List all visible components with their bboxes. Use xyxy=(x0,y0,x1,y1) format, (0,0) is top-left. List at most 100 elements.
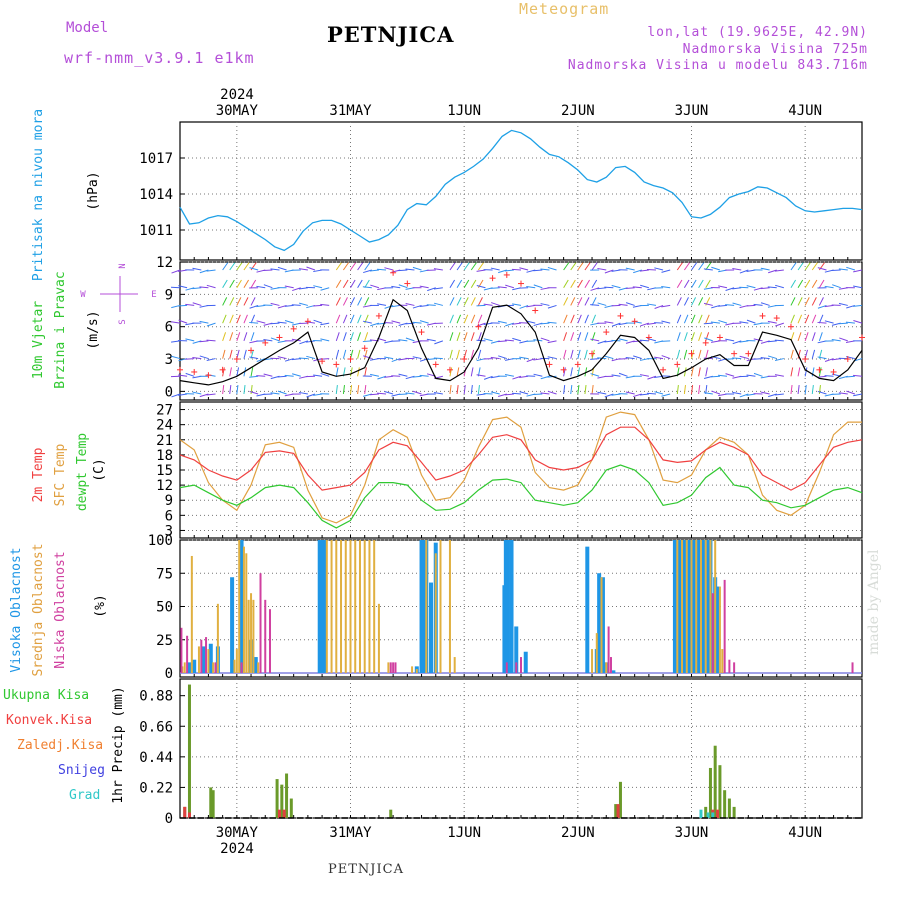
day-label-bottom: 2JUN xyxy=(561,825,595,841)
wind-arrow xyxy=(199,286,209,289)
precip-bar-total xyxy=(275,779,279,818)
wind-arrow xyxy=(839,337,848,342)
wind-arrow xyxy=(320,338,330,342)
cloud-units-label: (%) xyxy=(93,594,108,617)
precip-bar-total xyxy=(732,806,736,818)
wind-arrow xyxy=(647,303,657,306)
wind-arrow xyxy=(760,287,770,290)
precip-bar-total xyxy=(280,784,284,818)
wind-arrow xyxy=(625,302,635,306)
wind-arrow xyxy=(577,332,582,342)
wind-arrow xyxy=(236,279,242,288)
wind-arrow xyxy=(774,339,784,342)
wind-arrow xyxy=(250,367,254,377)
wind-arrow xyxy=(512,322,522,325)
day-label-top: 2JUN xyxy=(561,103,595,119)
wind-arrow xyxy=(683,385,686,395)
wind-arrow xyxy=(364,297,370,306)
cloud-bar-mid xyxy=(325,540,328,674)
wind-arrow xyxy=(760,267,770,271)
cloud-bar-high xyxy=(600,577,605,674)
wind-arrow xyxy=(604,321,614,324)
wind-arrow xyxy=(683,297,689,306)
wind-arrow xyxy=(364,279,370,288)
wind-arrow xyxy=(342,279,349,288)
cloud-bar-mid xyxy=(245,553,248,674)
cloud-bar-low xyxy=(723,579,726,674)
wind-arrow xyxy=(178,319,188,324)
wind-arrow xyxy=(370,322,380,327)
wind-arrow xyxy=(384,322,394,324)
wind-arrow xyxy=(370,284,380,289)
y-tick-label: 0 xyxy=(165,666,173,682)
cloud-low-label: Niska Oblacnost xyxy=(53,551,68,668)
wind-arrow xyxy=(364,385,367,395)
wind-arrow xyxy=(377,268,387,271)
wind-arrow xyxy=(243,297,249,306)
y-tick-label: 6 xyxy=(165,320,173,336)
wind-arrow xyxy=(497,286,507,289)
y-tick-label: 3 xyxy=(165,523,173,539)
wind-arrow xyxy=(698,332,703,342)
wind-arrow xyxy=(426,358,436,361)
sfc-temp-line xyxy=(179,411,862,524)
wind-arrow xyxy=(790,262,797,271)
wind-arrow xyxy=(456,385,459,395)
y-tick-label: 15 xyxy=(156,463,173,479)
wind-arrow xyxy=(698,297,704,306)
wind-arrow xyxy=(804,314,810,324)
wind-arrow xyxy=(364,367,367,377)
wind-arrow xyxy=(377,375,387,380)
wind-arrow xyxy=(753,338,763,342)
wind-arrow xyxy=(853,393,863,397)
wind-arrow xyxy=(320,358,330,360)
wind-arrow xyxy=(691,367,694,377)
wind-arrow xyxy=(698,314,703,324)
wind-arrow xyxy=(845,375,855,378)
wind-arrow xyxy=(584,262,591,271)
wind-arrow xyxy=(838,302,848,306)
wind-arrow xyxy=(357,367,360,377)
wind-arrow xyxy=(691,262,698,271)
location-coordinates: lon,lat (19.9625E, 42.9N) xyxy=(647,25,868,40)
wind-arrow xyxy=(263,269,273,272)
wind-arrow xyxy=(570,262,577,271)
wind-arrow xyxy=(398,269,408,272)
wind-arrow xyxy=(691,349,695,359)
wind-arrow xyxy=(483,338,493,342)
wind-arrow xyxy=(853,285,863,289)
wind-arrow xyxy=(852,374,863,377)
wind-arrow xyxy=(577,367,581,377)
wind-arrow xyxy=(222,385,225,395)
cloud-bar-mid xyxy=(257,662,260,674)
wind-arrow xyxy=(470,332,475,342)
wind-arrow xyxy=(505,284,515,289)
y-tick-label: 0.66 xyxy=(139,719,173,735)
wind-arrow xyxy=(350,297,356,306)
wind-arrow xyxy=(570,385,573,395)
wind-arrow xyxy=(831,358,841,361)
wind-arrow xyxy=(171,393,181,398)
wind-arrow xyxy=(753,358,763,360)
cloud-bar-high xyxy=(421,540,426,674)
day-label-bottom: 30MAY xyxy=(216,825,259,841)
wind-arrow xyxy=(604,393,614,398)
wind-arrow xyxy=(270,268,280,271)
wind-arrow xyxy=(284,320,294,324)
precip-bar-total xyxy=(723,790,727,818)
cloud-bar-low xyxy=(609,657,612,674)
wind-arrow xyxy=(654,304,664,309)
wind-arrow xyxy=(811,332,816,342)
wind-arrow xyxy=(504,339,514,342)
wind-arrow xyxy=(477,385,480,395)
wind-arrow xyxy=(362,320,372,324)
wind-arrow xyxy=(563,367,566,377)
wind-arrow xyxy=(357,262,364,271)
wind-arrow xyxy=(604,355,614,360)
wind-arrow xyxy=(698,262,705,271)
wind-arrow xyxy=(683,262,690,271)
wind-arrow xyxy=(611,322,621,327)
cloud-bar-low xyxy=(180,627,183,674)
cloud-bar-low xyxy=(394,662,397,674)
wind-arrow xyxy=(364,349,368,359)
